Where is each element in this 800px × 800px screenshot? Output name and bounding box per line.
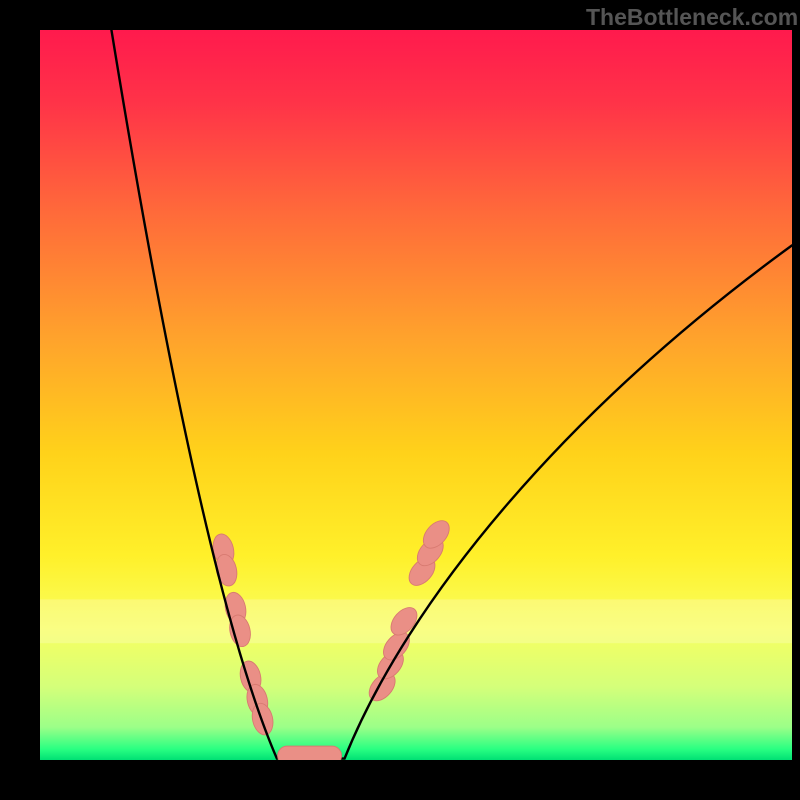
plot-svg (40, 30, 792, 760)
watermark-text: TheBottleneck.com (586, 4, 798, 31)
bottom-marker-pill (278, 746, 342, 760)
gradient-background (40, 30, 792, 760)
chart-container: TheBottleneck.com (0, 0, 800, 800)
plot-area (40, 30, 792, 760)
